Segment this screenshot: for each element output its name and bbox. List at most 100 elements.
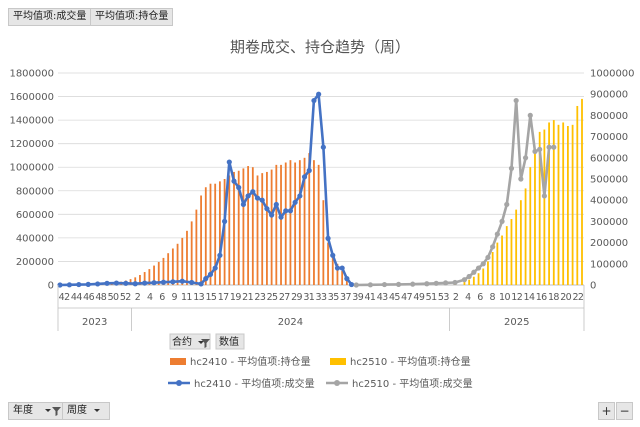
- marker-hc2410-vol: [330, 252, 336, 258]
- x-tick-label: 52: [120, 292, 131, 303]
- bar-hc2510-oi: [581, 98, 583, 286]
- x-tick-label: 44: [71, 292, 82, 303]
- bar-hc2410-oi: [303, 157, 306, 285]
- bar-hc2510-oi: [519, 200, 522, 285]
- x-tick-label: 15: [205, 292, 216, 303]
- left-tick-label: 600000: [16, 210, 54, 221]
- marker-hc2410-vol: [198, 281, 204, 287]
- marker-hc2510-vol: [541, 193, 547, 199]
- legend-label-hc2410-vol: hc2410 - 平均值项:成交量: [194, 377, 315, 390]
- bar-hc2510-oi: [576, 105, 579, 285]
- marker-hc2410-vol: [95, 281, 101, 287]
- x-tick-label: 13: [193, 292, 204, 303]
- marker-hc2510-vol: [395, 281, 402, 287]
- x-tick-label: 16: [536, 292, 547, 303]
- bar-hc2410-oi: [242, 168, 245, 285]
- right-tick-label: 100000: [590, 259, 628, 270]
- marker-hc2410-vol: [287, 208, 294, 214]
- bar-hc2410-oi: [223, 179, 226, 285]
- marker-hc2510-vol: [551, 144, 557, 150]
- chevron-down-icon: [198, 341, 204, 344]
- left-tick-label: 1000000: [9, 163, 54, 174]
- line-hc2510-vol: [356, 99, 554, 287]
- marker-hc2410-vol: [179, 278, 185, 284]
- x-axis: 42 44 46 48 50 52 2 4 6 9 11 13 15 17 19 21 23 25 27 29 31 33…: [57, 285, 584, 331]
- x-tick-label: 6: [159, 292, 165, 303]
- filter-icon[interactable]: [201, 339, 210, 348]
- x-tick-label: 35: [328, 292, 339, 303]
- bar-hc2410-oi: [336, 263, 339, 285]
- marker-hc2410-vol: [207, 271, 214, 277]
- filter-icon[interactable]: [52, 407, 61, 416]
- bar-hc2410-oi: [251, 167, 254, 285]
- year-field-button[interactable]: 年度: [8, 402, 70, 420]
- marker-hc2410-vol: [203, 276, 209, 282]
- bar-hc2410-oi: [275, 164, 278, 285]
- marker-hc2510-vol: [433, 280, 439, 286]
- x-tick-label: 42: [59, 292, 70, 303]
- x-tick-label: 31: [303, 292, 314, 303]
- bar-hc2510-oi: [505, 226, 508, 285]
- x-tick-label: 11: [181, 292, 192, 303]
- bar-hc2510-oi: [477, 273, 480, 285]
- x-tick-label: 9: [171, 292, 177, 303]
- bar-hc2510-oi: [562, 122, 565, 285]
- marker-hc2410-vol: [245, 193, 251, 199]
- bar-hc2410-oi: [298, 160, 301, 285]
- bar-hc2410-oi: [317, 164, 320, 285]
- bar-hc2410-oi: [167, 253, 170, 285]
- bar-hc2510-oi: [472, 276, 475, 285]
- marker-hc2410-vol: [316, 91, 322, 97]
- x-tick-label: 33: [316, 292, 327, 303]
- marker-hc2510-vol: [527, 112, 533, 118]
- x-tick-label: 49: [413, 292, 424, 303]
- bar-hc2410-oi: [171, 248, 174, 285]
- marker-hc2410-vol: [325, 235, 331, 241]
- year-label: 2024: [278, 317, 303, 328]
- x-tick-label: 4: [147, 292, 153, 303]
- week-field-button[interactable]: 周度: [62, 402, 110, 420]
- marker-hc2410-vol: [278, 214, 284, 220]
- marker-hc2410-vol: [348, 281, 355, 288]
- expand-button[interactable]: +: [598, 402, 615, 420]
- bar-hc2410-oi: [195, 209, 198, 285]
- left-axis: 0 200000 400000 600000 800000 1000000 1200000 1…: [9, 69, 54, 292]
- x-tick-label: 2: [135, 292, 141, 303]
- x-tick-label: 47: [401, 292, 412, 303]
- bar-hc2410-oi: [190, 221, 193, 285]
- marker-hc2510-vol: [494, 231, 500, 237]
- marker-hc2410-vol: [217, 252, 223, 258]
- marker-hc2510-vol: [353, 282, 359, 288]
- marker-hc2410-vol: [76, 281, 82, 288]
- marker-hc2410-vol: [132, 281, 138, 287]
- x-tick-label: 39: [352, 292, 363, 303]
- marker-hc2410-vol: [236, 184, 242, 191]
- line-series: [57, 91, 557, 288]
- bar-hc2410-oi: [261, 173, 264, 285]
- marker-hc2410-vol: [57, 282, 63, 288]
- marker-hc2510-vol: [381, 281, 388, 288]
- marker-hc2410-vol: [212, 265, 218, 271]
- marker-hc2410-vol: [231, 178, 237, 184]
- legend-field-value[interactable]: 数值: [219, 335, 239, 348]
- bar-hc2510-oi: [463, 281, 466, 285]
- left-tick-label: 0: [48, 281, 54, 292]
- marker-hc2410-vol: [273, 201, 279, 208]
- bar-hc2510-oi: [468, 279, 471, 285]
- x-tick-label: 18: [548, 292, 559, 303]
- marker-hc2410-vol: [259, 197, 265, 203]
- marker-hc2410-vol: [226, 159, 232, 165]
- chevron-down-icon: [45, 409, 51, 412]
- right-tick-label: 300000: [590, 217, 628, 228]
- bar-hc2410-oi: [214, 183, 217, 285]
- legend-marker-hc2510-vol: [334, 380, 340, 386]
- bar-hc2410-oi: [129, 279, 132, 285]
- legend: 合约 数值 hc2410 - 平均值项:持仓量 hc2510 - 平均值项:持仓…: [168, 333, 473, 390]
- legend-field-contract[interactable]: 合约: [172, 335, 192, 348]
- x-tick-label: 22: [572, 292, 583, 303]
- collapse-button[interactable]: −: [616, 402, 633, 420]
- bar-hc2410-oi: [218, 181, 221, 285]
- field-button-open-interest[interactable]: 平均值项:持仓量: [90, 8, 174, 26]
- bar-hc2410-oi: [341, 270, 344, 285]
